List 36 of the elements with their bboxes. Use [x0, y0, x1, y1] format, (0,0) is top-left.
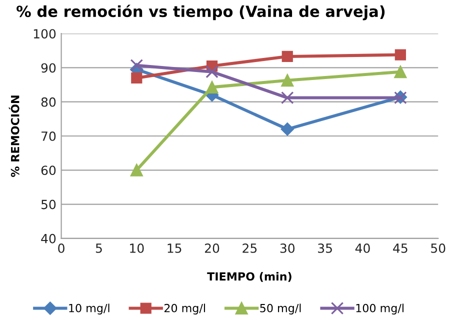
point: [280, 91, 294, 104]
x-tick-label: 15: [168, 244, 182, 253]
point: [206, 80, 218, 94]
x-tick-label: 0: [58, 243, 64, 253]
legend-label: 100 mg/l: [356, 304, 404, 314]
x-tick-label: 40: [355, 243, 370, 253]
x-tick-label: 30: [280, 243, 295, 253]
x-tick-label: 25: [242, 243, 257, 253]
y-tick-label: 60: [41, 166, 56, 176]
point: [131, 72, 142, 84]
legend-label: 20 mg/l: [164, 304, 205, 314]
point: [394, 49, 406, 60]
point: [281, 74, 294, 87]
y-tick-label: 100: [34, 29, 56, 39]
x-tick-label: 45: [393, 244, 408, 253]
point: [280, 122, 294, 136]
x-tick-label: 10: [130, 243, 144, 253]
point: [282, 50, 293, 62]
chart-title: % de remoción vs tiempo (Vaina de arveja): [16, 4, 385, 20]
x-tick-label: 20: [204, 243, 220, 253]
y-axis-title: % REMOCIÓN: [8, 96, 20, 177]
y-tick-label: 90: [41, 63, 56, 73]
point: [206, 65, 218, 78]
y-tick-label: 50: [41, 200, 56, 210]
x-tick-label: 50: [431, 243, 446, 253]
x-axis-title: TIEMPO (min): [207, 272, 292, 282]
point: [394, 66, 407, 78]
point: [130, 58, 144, 72]
legend-label: 10 mg/l: [69, 304, 110, 314]
x-tick-label: 35: [318, 243, 332, 253]
point: [130, 164, 143, 176]
y-tick-label: 40: [41, 234, 56, 244]
x-tick-label: 5: [96, 244, 102, 253]
y-tick-label: 80: [41, 97, 56, 107]
y-tick-label: 70: [42, 131, 56, 141]
legend-label: 50 mg/l: [260, 304, 301, 314]
